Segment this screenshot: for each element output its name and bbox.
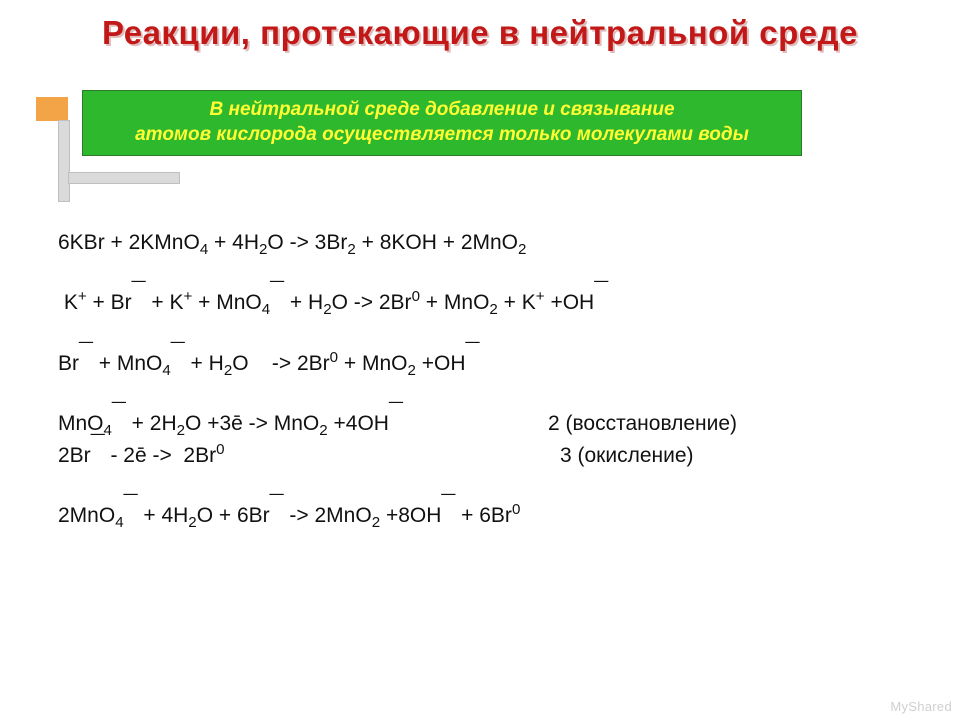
accent-bar	[36, 97, 68, 121]
watermark: MyShared	[890, 699, 952, 714]
info-box-line1: В нейтральной среде добавление и связыва…	[83, 98, 801, 123]
title-text: Реакции, протекающие в нейтральной среде	[102, 14, 858, 51]
half-reactions: MnO4¯ + 2H2O +3ē -> MnO2 +4OH¯ 2 (восста…	[58, 411, 898, 470]
half-reaction-2: 2Br¯ - 2ē -> 2Br0 3 (окисление)	[58, 443, 898, 469]
half1-eq: MnO4¯ + 2H2O +3ē -> MnO2 +4OH¯	[58, 412, 403, 435]
half2-label: 3 (окисление)	[560, 443, 694, 469]
content: 6KBr + 2KMnO4 + 4H2O -> 3Br2 + 8KOH + 2M…	[58, 230, 898, 564]
equation-2: K+ + Br¯ + K+ + MnO4¯ + H2O -> 2Br0 + Mn…	[58, 290, 898, 316]
half-reaction-1: MnO4¯ + 2H2O +3ē -> MnO2 +4OH¯ 2 (восста…	[58, 411, 898, 437]
equation-3: Br¯ + MnO4¯ + H2O -> 2Br0 + MnO2 +OH¯	[58, 351, 898, 377]
equation-final: 2MnO4¯ + 4H2O + 6Br¯ -> 2MnO2 +8OH¯ + 6B…	[58, 503, 898, 529]
half1-label: 2 (восстановление)	[548, 411, 737, 437]
slide-title: Реакции, протекающие в нейтральной среде	[0, 14, 960, 52]
half2-eq: 2Br¯ - 2ē -> 2Br0	[58, 444, 224, 467]
info-box: В нейтральной среде добавление и связыва…	[82, 90, 802, 156]
track-vertical	[58, 120, 70, 202]
slide: Реакции, протекающие в нейтральной среде…	[0, 0, 960, 720]
track-horizontal	[68, 172, 180, 184]
equation-1: 6KBr + 2KMnO4 + 4H2O -> 3Br2 + 8KOH + 2M…	[58, 230, 898, 256]
info-box-line2: атомов кислорода осуществляется только м…	[83, 123, 801, 148]
